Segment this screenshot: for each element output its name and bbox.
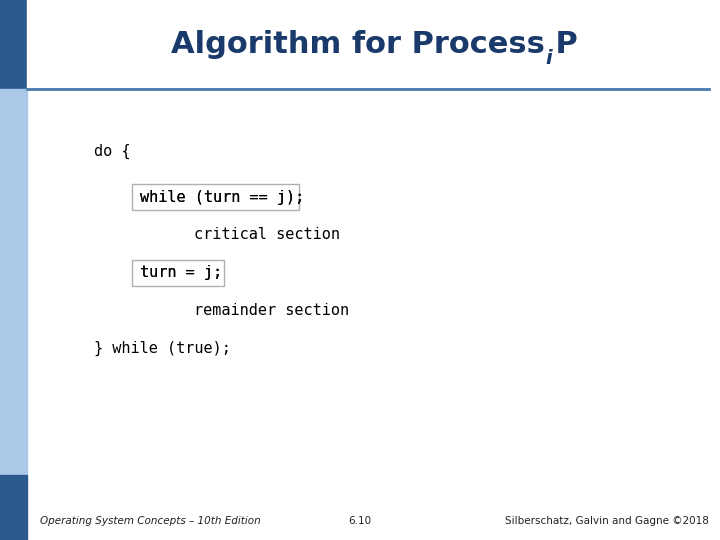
Text: do {: do {: [94, 144, 130, 159]
FancyBboxPatch shape: [132, 184, 299, 210]
Text: turn = j;: turn = j;: [140, 265, 222, 280]
Text: Algorithm for Process P: Algorithm for Process P: [171, 30, 577, 59]
Text: 6.10: 6.10: [348, 516, 372, 526]
Text: while (turn == j);: while (turn == j);: [140, 190, 305, 205]
Text: } while (true);: } while (true);: [94, 341, 230, 356]
Text: turn = j;: turn = j;: [140, 265, 222, 280]
Bar: [0, 475, 27, 540]
Text: while (turn == j);: while (turn == j);: [140, 190, 305, 205]
FancyBboxPatch shape: [132, 260, 224, 286]
Text: i: i: [546, 49, 552, 68]
Text: remainder section: remainder section: [194, 303, 349, 318]
Bar: [0, 0, 27, 89]
Text: Operating System Concepts – 10th Edition: Operating System Concepts – 10th Edition: [40, 516, 261, 526]
Bar: [0, 89, 27, 475]
Text: critical section: critical section: [194, 227, 341, 242]
Text: Silberschatz, Galvin and Gagne ©2018: Silberschatz, Galvin and Gagne ©2018: [505, 516, 709, 526]
Bar: [27, 0, 720, 89]
